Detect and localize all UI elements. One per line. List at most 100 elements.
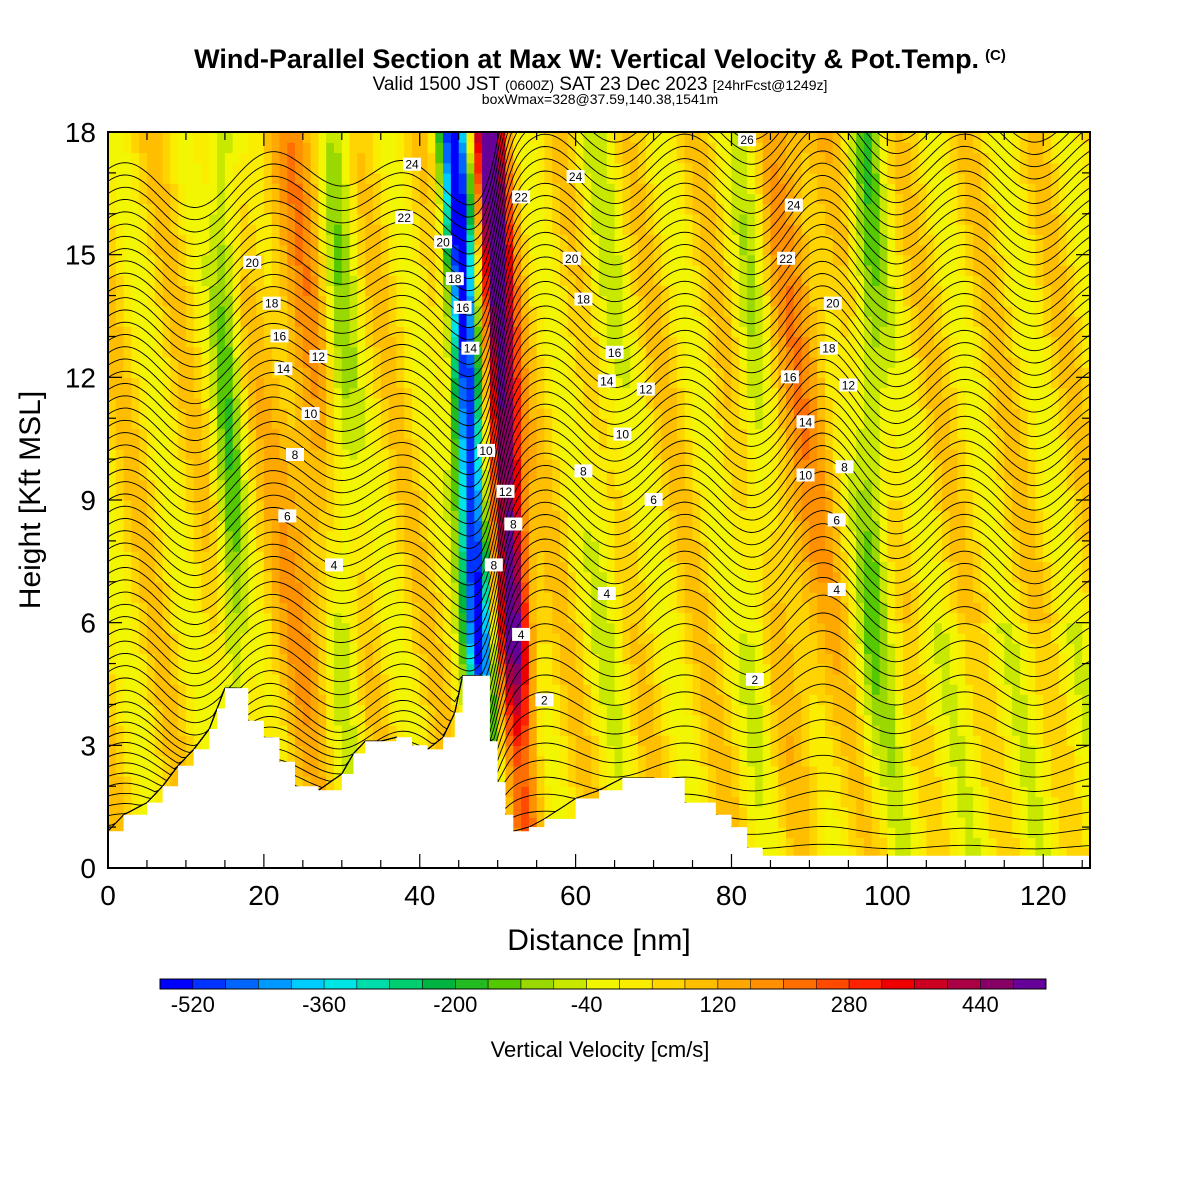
velocity-cell (435, 336, 444, 348)
velocity-cell (147, 438, 156, 450)
velocity-cell (396, 152, 405, 164)
velocity-cell (614, 714, 624, 726)
velocity-cell (591, 724, 600, 736)
velocity-cell (638, 592, 647, 603)
velocity-cell (123, 428, 133, 440)
velocity-cell (224, 305, 234, 317)
velocity-cell (505, 806, 514, 818)
velocity-cell (380, 305, 390, 317)
velocity-cell (458, 653, 468, 665)
velocity-cell (193, 285, 203, 297)
velocity-cell (326, 755, 335, 767)
velocity-cell (396, 193, 405, 205)
velocity-cell (147, 152, 156, 164)
velocity-cell (474, 234, 483, 246)
velocity-cell (279, 653, 288, 665)
velocity-cell (256, 489, 265, 501)
velocity-cell (178, 704, 187, 716)
velocity-cell (115, 500, 125, 511)
velocity-cell (162, 346, 172, 358)
velocity-cell (147, 132, 156, 143)
velocity-cell (404, 592, 413, 603)
velocity-cell (614, 776, 624, 787)
velocity-cell (263, 224, 273, 235)
velocity-cell (497, 724, 507, 736)
velocity-cell (139, 540, 148, 552)
velocity-cell (560, 735, 569, 746)
velocity-cell (614, 612, 624, 624)
velocity-cell (185, 592, 195, 603)
velocity-cell (279, 704, 288, 716)
velocity-cell (147, 663, 156, 675)
velocity-cell (591, 387, 600, 399)
velocity-cell (170, 172, 179, 184)
velocity-cell (232, 540, 242, 552)
velocity-cell (528, 663, 538, 675)
velocity-cell (326, 612, 335, 624)
velocity-cell (201, 704, 210, 716)
velocity-cell (552, 469, 561, 481)
velocity-cell (224, 367, 234, 378)
velocity-cell (536, 663, 546, 675)
velocity-cell (373, 162, 382, 174)
velocity-cell (108, 592, 117, 603)
velocity-cell (185, 183, 195, 194)
velocity-cell (162, 183, 172, 194)
velocity-cell (599, 500, 608, 511)
velocity-cell (139, 694, 148, 706)
velocity-cell (256, 356, 265, 368)
velocity-cell (170, 551, 179, 562)
velocity-cell (178, 448, 187, 460)
velocity-cell (139, 132, 148, 143)
velocity-cell (256, 643, 265, 654)
velocity-cell (443, 489, 452, 501)
velocity-cell (287, 316, 296, 327)
velocity-cell (552, 520, 561, 532)
velocity-cell (341, 367, 351, 378)
velocity-cell (489, 305, 499, 317)
velocity-cell (497, 510, 507, 522)
velocity-cell (256, 540, 265, 552)
velocity-cell (178, 162, 187, 174)
velocity-cell (185, 142, 195, 154)
velocity-cell (630, 459, 639, 470)
velocity-cell (147, 316, 156, 327)
velocity-cell (513, 172, 522, 184)
velocity-cell (154, 244, 164, 256)
velocity-cell (310, 571, 320, 583)
velocity-cell (256, 602, 265, 614)
velocity-cell (497, 377, 507, 389)
velocity-cell (178, 377, 187, 389)
velocity-cell (388, 367, 398, 378)
velocity-cell (528, 673, 538, 685)
velocity-cell (630, 571, 639, 583)
velocity-cell (123, 479, 133, 491)
velocity-cell (326, 540, 335, 552)
velocity-cell (326, 275, 335, 286)
velocity-cell (178, 132, 187, 143)
velocity-cell (513, 132, 522, 143)
velocity-cell (178, 264, 187, 276)
velocity-cell (279, 377, 288, 389)
velocity-cell (505, 592, 514, 603)
velocity-cell (224, 132, 234, 143)
velocity-cell (131, 346, 140, 358)
velocity-cell (638, 213, 647, 225)
velocity-cell (279, 244, 288, 256)
velocity-cell (341, 571, 351, 583)
velocity-cell (536, 285, 546, 297)
velocity-cell (232, 316, 242, 327)
velocity-cell (108, 510, 117, 522)
velocity-cell (240, 183, 249, 194)
velocity-cell (404, 408, 413, 419)
velocity-cell (599, 776, 608, 787)
velocity-cell (645, 704, 655, 716)
velocity-cell (521, 694, 530, 706)
velocity-cell (357, 438, 366, 450)
velocity-cell (139, 673, 148, 685)
title-text: Wind-Parallel Section at Max W: Vertical… (194, 44, 980, 74)
velocity-cell (614, 581, 624, 593)
velocity-cell (435, 316, 444, 327)
velocity-cell (373, 234, 382, 246)
velocity-cell (458, 224, 468, 235)
